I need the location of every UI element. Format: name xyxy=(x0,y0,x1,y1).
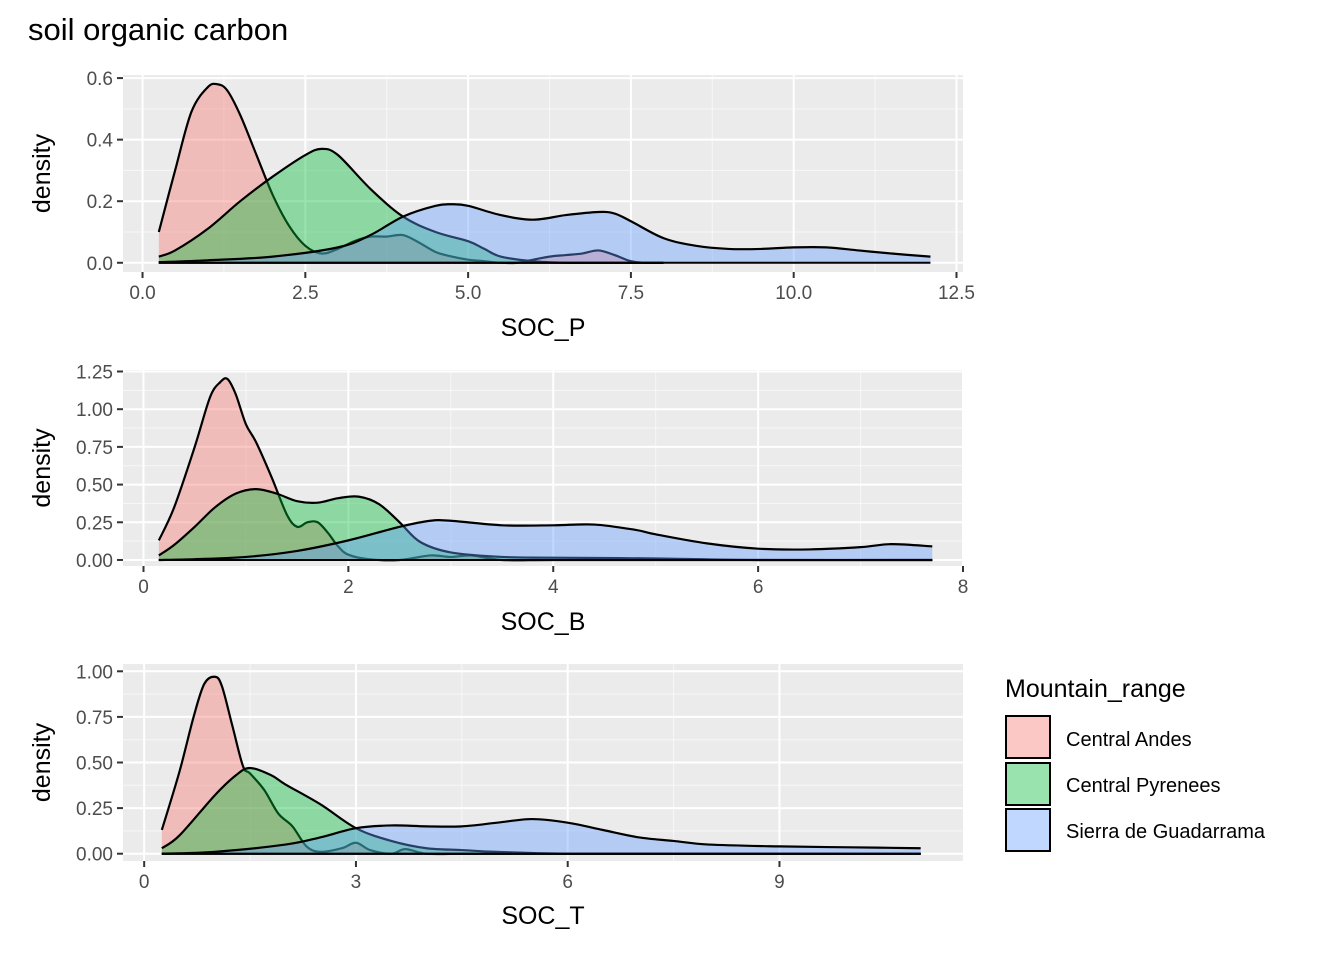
density-area-sierra-de-guadarrama xyxy=(158,204,931,263)
y-axis-title: density xyxy=(28,722,56,802)
x-tick-label: 0 xyxy=(138,577,149,598)
legend-title: Mountain_range xyxy=(1005,675,1186,703)
x-tick-label: 5.0 xyxy=(455,283,481,304)
x-tick-label: 4 xyxy=(548,577,559,598)
y-tick-label: 1.00 xyxy=(76,662,113,683)
density-line-central-andes xyxy=(157,82,664,265)
legend-label: Central Andes xyxy=(1066,729,1192,751)
chart-title: soil organic carbon xyxy=(28,12,288,47)
density-area-central-pyrenees xyxy=(161,767,921,854)
x-tick-label: 10.0 xyxy=(775,283,812,304)
x-tick-label: 9 xyxy=(774,872,785,893)
legend-key-sierra-de-guadarrama xyxy=(1005,808,1051,852)
panel-soc-p: 0.0 2.5 5.0 7.5 10.0 12.5 0.0 0.2 0.4 0.6 SOC_P d… xyxy=(28,69,975,342)
x-tick-label: 2.5 xyxy=(292,283,318,304)
legend-item-central-pyrenees: Central Pyrenees xyxy=(1005,762,1221,806)
panel-soc-b: 0 2 4 6 8 0.00 0.25 0.50 0.75 1.00 1.25 SOC_B dens… xyxy=(28,363,968,636)
y-tick-label: 0.25 xyxy=(76,799,113,820)
x-axis-title: SOC_T xyxy=(501,902,584,930)
x-tick-label: 8 xyxy=(958,577,969,598)
y-tick-label: 0.2 xyxy=(87,192,113,213)
density-line-central-pyrenees xyxy=(158,488,933,562)
density-line-sierra-de-guadarrama xyxy=(158,203,931,264)
y-tick-label: 0.75 xyxy=(76,438,113,459)
x-axis-title: SOC_B xyxy=(501,608,586,636)
x-tick-label: 0.0 xyxy=(129,283,155,304)
y-tick-label: 0.00 xyxy=(76,845,113,866)
legend-key-central-andes xyxy=(1005,715,1051,759)
legend-item-sierra-de-guadarrama: Sierra de Guadarrama xyxy=(1005,808,1266,852)
y-tick-label: 0.6 xyxy=(87,69,113,90)
y-tick-label: 0.75 xyxy=(76,708,113,729)
density-area-sierra-de-guadarrama xyxy=(161,819,921,854)
x-tick-label: 12.5 xyxy=(938,283,975,304)
legend-item-central-andes: Central Andes xyxy=(1005,715,1192,759)
density-area-central-pyrenees xyxy=(158,489,933,561)
legend-key-central-pyrenees xyxy=(1005,762,1051,806)
density-area-sierra-de-guadarrama xyxy=(158,520,933,560)
x-tick-label: 2 xyxy=(343,577,354,598)
legend-label: Sierra de Guadarrama xyxy=(1066,821,1266,843)
density-area-central-andes xyxy=(158,83,664,264)
x-tick-label: 7.5 xyxy=(618,283,644,304)
y-tick-label: 0.00 xyxy=(76,551,113,572)
y-tick-label: 0.25 xyxy=(76,513,113,534)
y-tick-label: 0.50 xyxy=(76,476,113,497)
y-tick-label: 0.0 xyxy=(87,254,113,275)
y-tick-label: 1.25 xyxy=(76,363,113,384)
y-axis-title: density xyxy=(28,133,56,213)
legend-label: Central Pyrenees xyxy=(1066,775,1221,797)
y-tick-label: 1.00 xyxy=(76,400,113,421)
x-axis-title: SOC_P xyxy=(501,314,586,342)
panel-background xyxy=(123,370,963,566)
x-tick-label: 3 xyxy=(351,872,362,893)
y-tick-label: 0.4 xyxy=(87,131,114,152)
x-tick-label: 0 xyxy=(139,872,150,893)
density-line-sierra-de-guadarrama xyxy=(161,817,921,855)
y-tick-label: 0.50 xyxy=(76,754,113,775)
panel-soc-t: 0 3 6 9 0.00 0.25 0.50 0.75 1.00 SOC_T density xyxy=(28,662,963,930)
y-axis-title: density xyxy=(28,428,56,508)
density-line-sierra-de-guadarrama xyxy=(158,519,933,562)
density-area-central-pyrenees xyxy=(158,148,664,263)
density-area-central-andes xyxy=(161,676,921,855)
x-tick-label: 6 xyxy=(753,577,764,598)
x-tick-label: 6 xyxy=(562,872,573,893)
legend: Mountain_range Central Andes Central Pyr… xyxy=(1005,675,1266,852)
